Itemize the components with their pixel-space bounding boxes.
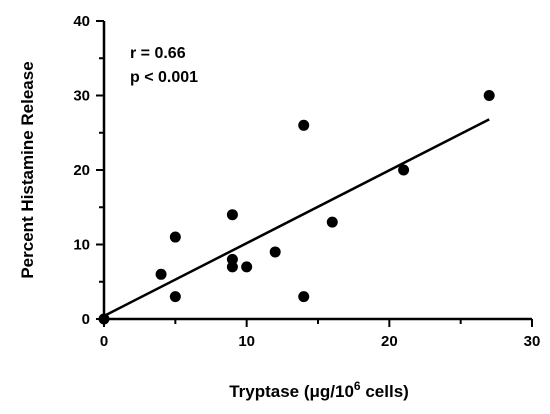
fit-line-layer [103, 118, 490, 318]
data-point [298, 291, 310, 303]
annotation-p: p < 0.001 [130, 69, 198, 86]
y-ticks: 0 10 20 30 40 [73, 13, 104, 328]
regression-line [103, 118, 490, 318]
data-point [169, 231, 181, 243]
axes [102, 21, 532, 321]
y-tick-label: 10 [73, 237, 90, 254]
y-tick-label: 30 [73, 88, 90, 105]
x-tick-label: 0 [100, 333, 108, 350]
x-tick-label: 30 [524, 333, 541, 350]
data-point [155, 268, 167, 280]
x-axis-label-suffix: cells) [361, 382, 409, 401]
data-point [169, 291, 181, 303]
annotation-r: r = 0.66 [130, 45, 186, 62]
x-tick-label: 10 [238, 333, 255, 350]
data-point [226, 261, 238, 273]
y-tick-label: 20 [73, 162, 90, 179]
y-tick-label: 0 [82, 311, 90, 328]
x-tick-label: 20 [381, 333, 398, 350]
data-point [241, 261, 253, 273]
data-points-layer [98, 90, 495, 325]
y-tick-label: 40 [73, 13, 90, 30]
data-point [326, 216, 338, 228]
y-axis-label: Percent Histamine Release [18, 61, 37, 278]
x-axis-label: Tryptase (μg/106 cells) [229, 379, 409, 401]
data-point [226, 209, 238, 221]
x-axis-label-exponent: 6 [354, 379, 361, 393]
data-point [269, 246, 281, 258]
data-point [398, 164, 410, 176]
data-point [298, 119, 310, 131]
x-ticks: 0 10 20 30 [100, 319, 541, 350]
x-axis-label-main: Tryptase (μg/10 [229, 382, 354, 401]
data-point [483, 90, 495, 101]
